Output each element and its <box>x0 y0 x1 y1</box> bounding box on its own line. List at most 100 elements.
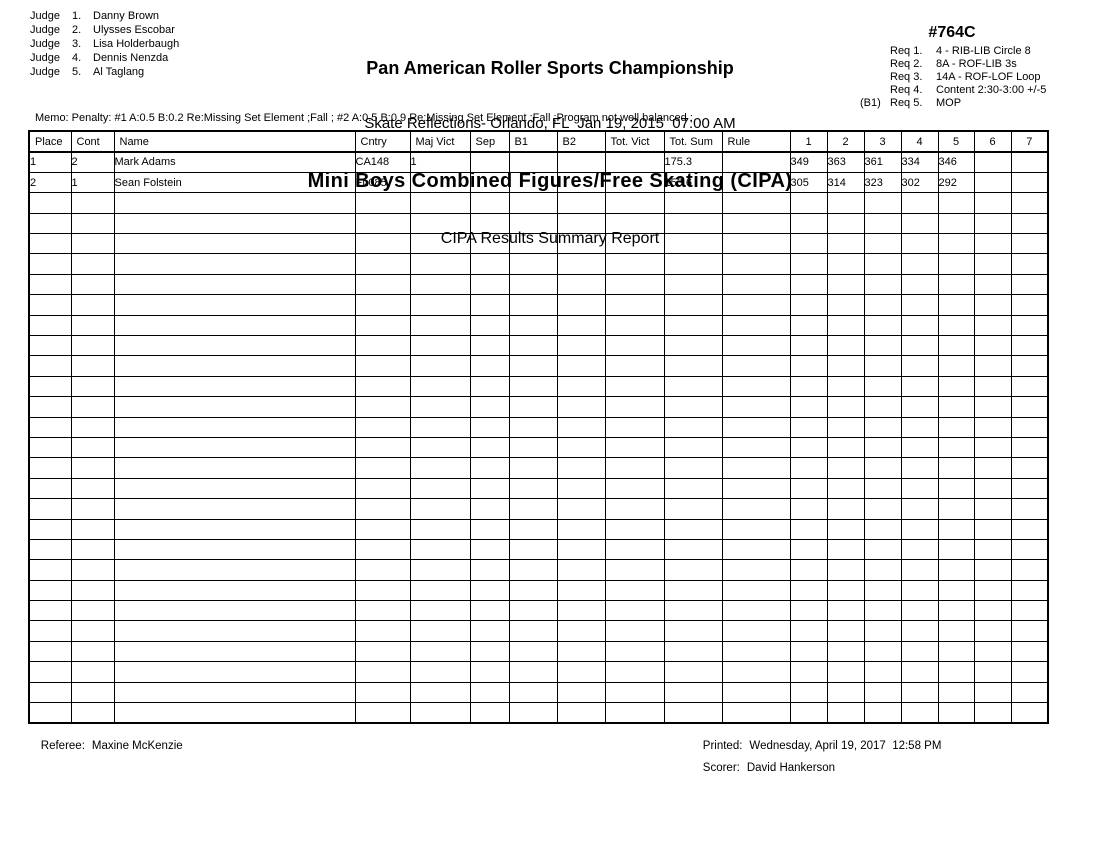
cell-judge-5: 292 <box>937 171 975 194</box>
empty-cell <box>826 375 865 398</box>
empty-cell <box>113 314 356 337</box>
empty-cell <box>409 416 471 438</box>
referee-name: Maxine McKenzie <box>91 740 183 752</box>
scorer-label: Scorer: <box>702 762 740 774</box>
empty-cell <box>789 314 828 337</box>
empty-cell <box>604 579 665 602</box>
table-header-row: Place Cont Name Cntry Maj Vict Sep B1 B2 Tot. Vi… <box>28 130 1049 153</box>
cell-judge-3: 323 <box>863 171 902 194</box>
empty-cell <box>469 559 510 581</box>
empty-cell <box>70 477 115 500</box>
empty-cell <box>973 375 1012 398</box>
cell-judge-1: 349 <box>789 151 828 173</box>
empty-cell <box>663 579 723 602</box>
empty-cell <box>604 192 665 214</box>
empty-cell <box>28 273 72 296</box>
empty-cell <box>721 538 791 561</box>
column-header-tot-sum: Tot. Sum <box>663 130 723 153</box>
cell-cntry: FL085 <box>354 171 411 194</box>
empty-cell <box>354 661 411 683</box>
empty-cell <box>354 416 411 438</box>
empty-cell <box>604 559 665 581</box>
empty-row <box>28 600 1049 622</box>
empty-row <box>28 661 1049 683</box>
empty-cell <box>409 702 471 724</box>
empty-cell <box>354 436 411 459</box>
empty-cell <box>900 600 939 622</box>
empty-row <box>28 375 1049 398</box>
empty-cell <box>937 477 975 500</box>
empty-cell <box>113 436 356 459</box>
empty-cell <box>469 457 510 479</box>
empty-cell <box>663 620 723 642</box>
empty-cell <box>973 661 1012 683</box>
empty-cell <box>826 661 865 683</box>
empty-cell <box>70 314 115 337</box>
empty-cell <box>937 681 975 704</box>
empty-cell <box>663 661 723 683</box>
empty-cell <box>863 681 902 704</box>
empty-cell <box>604 620 665 642</box>
empty-cell <box>354 396 411 418</box>
empty-cell <box>789 477 828 500</box>
printed-timestamp: Wednesday, April 19, 2017 12:58 PM <box>749 740 942 752</box>
empty-cell <box>70 538 115 561</box>
empty-cell <box>604 498 665 520</box>
empty-cell <box>508 192 558 214</box>
empty-cell <box>1010 355 1049 377</box>
empty-cell <box>409 396 471 418</box>
empty-cell <box>28 559 72 581</box>
empty-cell <box>663 212 723 235</box>
empty-cell <box>604 416 665 438</box>
empty-cell <box>1010 396 1049 418</box>
requirement-number: Req 2. <box>890 58 923 70</box>
column-header-rule: Rule <box>721 130 791 153</box>
empty-cell <box>826 273 865 296</box>
empty-cell <box>1010 375 1049 398</box>
empty-cell <box>937 212 975 235</box>
requirement-text: MOP <box>936 97 962 109</box>
empty-cell <box>937 375 975 398</box>
empty-cell <box>900 538 939 561</box>
empty-cell <box>863 498 902 520</box>
empty-cell <box>789 212 828 235</box>
empty-cell <box>354 253 411 275</box>
empty-cell <box>28 538 72 561</box>
column-header-tot-vict: Tot. Vict <box>604 130 665 153</box>
empty-cell <box>469 436 510 459</box>
empty-cell <box>70 335 115 357</box>
empty-cell <box>789 355 828 377</box>
cell-name: Sean Folstein <box>113 171 356 194</box>
empty-cell <box>721 640 791 663</box>
empty-cell <box>556 600 606 622</box>
empty-cell <box>973 477 1012 500</box>
empty-cell <box>789 233 828 255</box>
empty-cell <box>1010 538 1049 561</box>
empty-cell <box>789 335 828 357</box>
empty-cell <box>1010 620 1049 642</box>
empty-cell <box>508 681 558 704</box>
judges-list: Judge 1. Danny Brown Judge 2. Ulysses Escobar… <box>30 9 179 79</box>
empty-cell <box>556 640 606 663</box>
cell-tot-vict <box>604 151 665 173</box>
scorer-line: Scorer: David Hankerson <box>690 750 835 786</box>
empty-cell <box>789 416 828 438</box>
empty-cell <box>721 294 791 316</box>
empty-cell <box>663 436 723 459</box>
judge-word: Judge <box>30 52 60 64</box>
empty-cell <box>900 314 939 337</box>
empty-cell <box>409 294 471 316</box>
cell-judge-2: 363 <box>826 151 865 173</box>
empty-cell <box>663 518 723 540</box>
empty-cell <box>70 273 115 296</box>
empty-cell <box>28 702 72 724</box>
empty-cell <box>789 640 828 663</box>
cell-b2 <box>556 171 606 194</box>
empty-cell <box>604 661 665 683</box>
empty-cell <box>508 416 558 438</box>
empty-cell <box>900 620 939 642</box>
empty-cell <box>937 640 975 663</box>
empty-cell <box>508 335 558 357</box>
empty-cell <box>508 233 558 255</box>
empty-cell <box>508 498 558 520</box>
